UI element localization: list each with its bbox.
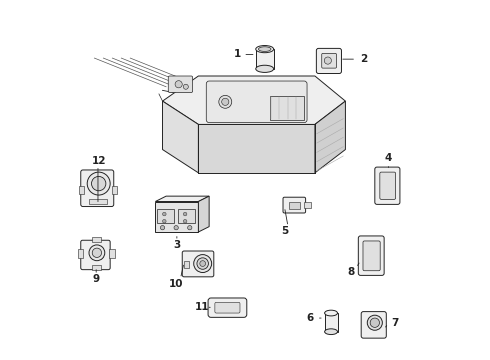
Bar bbox=[270, 96, 304, 120]
FancyBboxPatch shape bbox=[208, 298, 247, 318]
Text: 9: 9 bbox=[93, 274, 100, 284]
Circle shape bbox=[163, 220, 166, 223]
Ellipse shape bbox=[256, 45, 274, 53]
Text: 4: 4 bbox=[385, 153, 392, 163]
Bar bbox=[92, 265, 101, 270]
Bar bbox=[256, 49, 274, 69]
FancyBboxPatch shape bbox=[361, 312, 386, 338]
Text: 3: 3 bbox=[173, 240, 180, 250]
Text: 6: 6 bbox=[307, 313, 314, 323]
Text: 2: 2 bbox=[360, 54, 367, 64]
Text: 10: 10 bbox=[169, 279, 183, 289]
Circle shape bbox=[219, 95, 232, 108]
Circle shape bbox=[175, 81, 182, 88]
Circle shape bbox=[370, 318, 379, 327]
Polygon shape bbox=[198, 125, 315, 173]
Circle shape bbox=[368, 315, 382, 330]
Circle shape bbox=[194, 255, 212, 273]
Text: 7: 7 bbox=[391, 319, 398, 328]
Bar bbox=[109, 249, 115, 258]
FancyBboxPatch shape bbox=[168, 76, 193, 93]
Circle shape bbox=[92, 248, 101, 257]
Circle shape bbox=[183, 212, 187, 216]
Text: 12: 12 bbox=[92, 156, 106, 166]
Circle shape bbox=[87, 172, 110, 195]
Bar bbox=[178, 210, 195, 223]
FancyBboxPatch shape bbox=[283, 197, 306, 213]
Bar bbox=[89, 199, 107, 204]
Ellipse shape bbox=[324, 310, 338, 316]
Bar bbox=[184, 261, 190, 268]
Bar bbox=[304, 202, 311, 208]
Bar bbox=[155, 202, 198, 232]
Polygon shape bbox=[163, 76, 345, 125]
Bar bbox=[92, 237, 101, 242]
Text: 8: 8 bbox=[347, 267, 354, 277]
Polygon shape bbox=[315, 101, 345, 173]
Circle shape bbox=[160, 226, 165, 230]
Text: 11: 11 bbox=[195, 302, 209, 312]
FancyBboxPatch shape bbox=[215, 302, 240, 313]
FancyBboxPatch shape bbox=[358, 236, 384, 275]
Text: 5: 5 bbox=[282, 226, 289, 236]
Circle shape bbox=[200, 261, 205, 266]
Text: 1: 1 bbox=[234, 49, 242, 59]
FancyBboxPatch shape bbox=[380, 172, 395, 199]
Bar bbox=[112, 186, 117, 194]
Ellipse shape bbox=[324, 329, 338, 334]
FancyBboxPatch shape bbox=[363, 241, 380, 271]
Bar bbox=[290, 202, 300, 209]
Circle shape bbox=[92, 176, 106, 191]
Bar bbox=[157, 210, 174, 223]
FancyBboxPatch shape bbox=[81, 240, 110, 270]
Bar bbox=[324, 313, 338, 332]
Bar bbox=[77, 249, 83, 258]
Circle shape bbox=[163, 212, 166, 216]
Circle shape bbox=[324, 57, 331, 64]
FancyBboxPatch shape bbox=[375, 167, 400, 204]
Polygon shape bbox=[198, 196, 209, 232]
Polygon shape bbox=[163, 101, 198, 173]
FancyBboxPatch shape bbox=[322, 53, 337, 68]
Circle shape bbox=[221, 98, 229, 105]
Circle shape bbox=[174, 226, 178, 230]
Bar bbox=[79, 186, 84, 194]
Circle shape bbox=[188, 226, 192, 230]
FancyBboxPatch shape bbox=[81, 170, 114, 207]
Ellipse shape bbox=[258, 47, 271, 51]
Ellipse shape bbox=[256, 65, 274, 72]
Circle shape bbox=[183, 220, 187, 223]
FancyBboxPatch shape bbox=[182, 251, 214, 277]
FancyBboxPatch shape bbox=[206, 81, 307, 123]
Circle shape bbox=[197, 258, 208, 269]
Circle shape bbox=[183, 84, 188, 89]
FancyBboxPatch shape bbox=[317, 48, 342, 73]
Polygon shape bbox=[155, 196, 209, 202]
Circle shape bbox=[89, 245, 105, 261]
